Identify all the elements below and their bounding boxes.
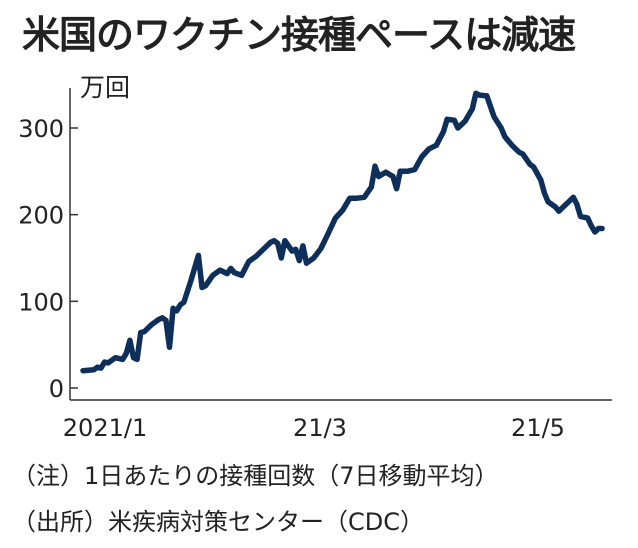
y-axis-unit-label: 万回 [80,73,131,102]
chart-title: 米国のワクチン接種ペースは減速 [22,13,576,57]
footnote-source: （出所）米疾病対策センター（CDC） [12,508,424,536]
y-tick-label: 300 [18,115,64,143]
y-tick-label: 0 [49,375,64,403]
x-tick-label: 2021/1 [63,414,147,442]
chart-axes [69,88,612,401]
x-tick-label: 21/3 [293,414,347,442]
series-line [80,90,605,374]
footnote-definition: （注）1日あたりの接種回数（7日移動平均） [12,462,499,490]
plot-area [80,90,605,374]
x-tick-labels: 2021/1 21/3 21/5 [63,414,565,442]
y-tick-label: 100 [18,288,64,316]
y-tick-label: 200 [18,202,64,230]
x-tick-label: 21/5 [511,414,565,442]
y-tick-labels: 0 100 200 300 [18,115,78,403]
